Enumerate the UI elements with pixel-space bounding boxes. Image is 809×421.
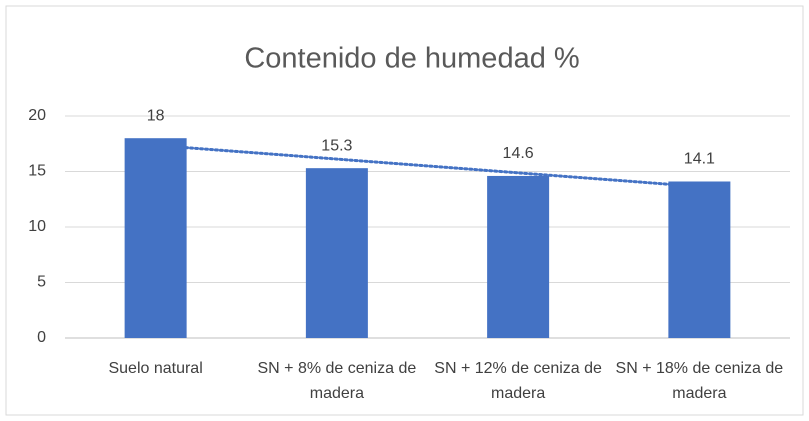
data-label: 14.6 xyxy=(503,145,534,162)
data-label: 15.3 xyxy=(321,137,352,154)
chart-title: Contenido de humedad % xyxy=(244,43,579,75)
x-tick-label: SN + 18% de ceniza de madera xyxy=(616,360,784,402)
bar xyxy=(305,168,368,338)
y-tick-label: 10 xyxy=(28,218,46,235)
bar xyxy=(668,181,731,338)
trendline xyxy=(154,143,701,189)
data-label: 14.1 xyxy=(684,151,715,168)
x-tick-label: SN + 8% de ceniza de madera xyxy=(257,360,416,402)
y-tick-label: 20 xyxy=(28,107,46,124)
x-tick-label: SN + 12% de ceniza de madera xyxy=(434,360,602,402)
bar xyxy=(124,138,187,338)
bar xyxy=(487,175,550,338)
y-tick-label: 0 xyxy=(37,329,46,346)
data-label: 18 xyxy=(147,107,165,124)
y-tick-label: 5 xyxy=(37,274,46,291)
y-tick-label: 15 xyxy=(28,163,46,180)
x-tick-label: Suelo natural xyxy=(108,360,202,377)
